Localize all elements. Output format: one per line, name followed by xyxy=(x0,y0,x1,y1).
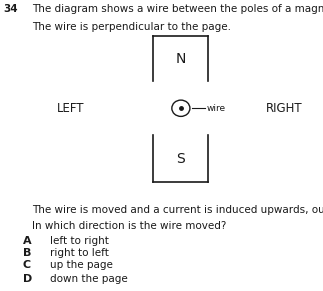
Text: up the page: up the page xyxy=(50,260,113,270)
Text: The diagram shows a wire between the poles of a magnet.: The diagram shows a wire between the pol… xyxy=(32,4,323,14)
Text: In which direction is the wire moved?: In which direction is the wire moved? xyxy=(32,221,227,231)
Text: 34: 34 xyxy=(3,4,18,14)
Text: A: A xyxy=(23,236,31,246)
Text: RIGHT: RIGHT xyxy=(266,102,303,115)
Text: left to right: left to right xyxy=(50,236,109,246)
Text: D: D xyxy=(23,274,32,283)
Text: The wire is perpendicular to the page.: The wire is perpendicular to the page. xyxy=(32,22,231,32)
Text: right to left: right to left xyxy=(50,248,109,258)
Text: wire: wire xyxy=(207,104,226,113)
Text: B: B xyxy=(23,248,31,258)
Text: C: C xyxy=(23,260,31,270)
Text: The wire is moved and a current is induced upwards, out of the paper.: The wire is moved and a current is induc… xyxy=(32,205,323,215)
Text: S: S xyxy=(176,152,185,166)
Text: LEFT: LEFT xyxy=(57,102,85,115)
Text: down the page: down the page xyxy=(50,274,128,283)
Text: N: N xyxy=(176,52,186,66)
